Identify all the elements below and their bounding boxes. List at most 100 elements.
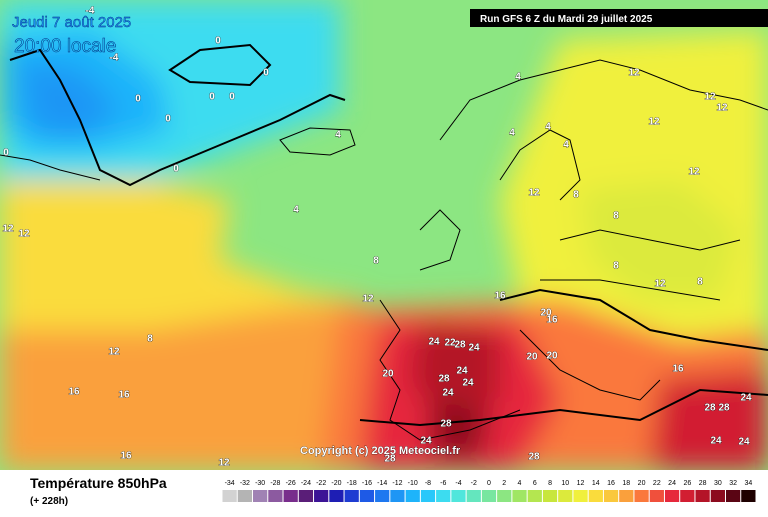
scale-label: -30: [255, 480, 265, 487]
scale-swatch: [695, 490, 710, 502]
scale-label: 6: [533, 480, 537, 487]
isotherm-label: 12: [362, 294, 374, 305]
isotherm-label: 0: [209, 92, 215, 103]
isotherm-label: 24: [456, 366, 468, 377]
coastlines: [0, 43, 768, 441]
scale-swatch: [314, 490, 329, 502]
scale-label: 2: [502, 480, 506, 487]
scale-label: -22: [316, 480, 326, 487]
scale-swatch: [268, 490, 283, 502]
isotherm-label: 28: [438, 374, 450, 385]
isotherm-label: 12: [704, 92, 716, 103]
isotherm-label: 0: [215, 36, 221, 47]
scale-label: -4: [455, 480, 461, 487]
scale-swatch: [466, 490, 481, 502]
scale-swatch: [375, 490, 390, 502]
isotherm-label: 28: [454, 340, 466, 351]
scale-label: -34: [225, 480, 235, 487]
scale-swatch: [725, 490, 741, 502]
isotherm-label: 24: [442, 388, 454, 399]
isotherm-label: 12: [716, 103, 728, 114]
scale-label: -24: [301, 480, 311, 487]
scale-swatch: [298, 490, 314, 502]
scale-label: -2: [471, 480, 477, 487]
valid-date: Jeudi 7 août 2025: [12, 14, 131, 31]
scale-label: 4: [518, 480, 522, 487]
scale-swatch: [222, 490, 237, 502]
scale-label: -32: [240, 480, 250, 487]
isotherm-label: 8: [697, 277, 703, 288]
isotherm-label: 4: [335, 130, 341, 141]
scale-label: -8: [425, 480, 431, 487]
isotherm-label: 16: [672, 364, 684, 375]
isotherm-label: 20: [382, 369, 394, 380]
isotherm-label: 0: [135, 94, 141, 105]
isotherm-label: 16: [68, 387, 80, 398]
isotherm-label: 12: [648, 117, 660, 128]
scale-swatch: [512, 490, 527, 502]
scale-label: 8: [548, 480, 552, 487]
run-box: [470, 9, 768, 27]
scale-swatch: [283, 490, 298, 502]
isotherm-label: 24: [428, 337, 440, 348]
isotherm-label: 12: [528, 188, 540, 199]
scale-swatch: [680, 490, 695, 502]
isotherm-label: 0: [263, 68, 269, 79]
scale-label: 0: [487, 480, 491, 487]
scale-swatch: [481, 490, 497, 502]
isotherm-label: 0: [3, 148, 9, 159]
isotherm-label: 4: [509, 128, 515, 139]
scale-label: 22: [653, 480, 661, 487]
isotherm-label: 24: [738, 437, 750, 448]
isotherm-label: 8: [613, 261, 619, 272]
isotherm-label: 20: [540, 308, 552, 319]
isotherm-label: 28: [704, 403, 716, 414]
header: Jeudi 7 août 2025 20:00 locale Run GFS 6…: [12, 9, 768, 57]
isotherm-label: 8: [573, 190, 579, 201]
scale-label: -12: [392, 480, 402, 487]
scale-label: 24: [668, 480, 676, 487]
scale-label: 10: [561, 480, 569, 487]
scale-swatch: [588, 490, 603, 502]
isotherm-label: 12: [628, 68, 640, 79]
scale-swatch: [237, 490, 253, 502]
map-background: [0, 0, 768, 470]
isotherm-label: 24: [740, 393, 752, 404]
isotherm-label: 24: [462, 378, 474, 389]
isotherm-label: 0: [165, 114, 171, 125]
isotherm-label: 12: [218, 458, 230, 469]
isotherm-label: 12: [2, 224, 14, 235]
isotherm-label: 24: [420, 436, 432, 447]
scale-swatch: [436, 490, 451, 502]
isotherm-label: 16: [118, 390, 130, 401]
isotherm-label: 0: [173, 164, 179, 175]
local-time: 20:00 locale: [14, 36, 116, 57]
isotherm-label: 22: [444, 338, 456, 349]
isotherm-label: 12: [18, 229, 30, 240]
isotherm-label: 4: [545, 122, 551, 133]
isotherm-label: 4: [293, 205, 299, 216]
isotherm-label: -4: [110, 53, 119, 64]
isotherm-label: 16: [120, 451, 132, 462]
scale-swatch: [558, 490, 573, 502]
scale-label: 20: [638, 480, 646, 487]
scale-label: -20: [331, 480, 341, 487]
isotherm-label: 8: [147, 334, 153, 345]
scale-swatch: [359, 490, 375, 502]
scale-label: -26: [286, 480, 296, 487]
scale-swatch: [741, 490, 756, 502]
scale-swatch: [390, 490, 405, 502]
isotherm-label: 8: [613, 211, 619, 222]
color-scale: -34 -32 -30 -28 -26 -24 -22 -20 -18 -16 -14 -12 -10-…: [222, 480, 756, 502]
copyright: Copyright (c) 2025 Meteociel.fr: [300, 445, 461, 457]
scale-label: -6: [440, 480, 446, 487]
scale-swatch: [542, 490, 558, 502]
scale-label: -28: [270, 480, 280, 487]
isotherm-label: 28: [528, 452, 540, 463]
scale-label: 28: [699, 480, 707, 487]
footer-title: Température 850hPa: [30, 475, 167, 491]
scale-swatch: [420, 490, 436, 502]
isotherm-label: 12: [108, 347, 120, 358]
